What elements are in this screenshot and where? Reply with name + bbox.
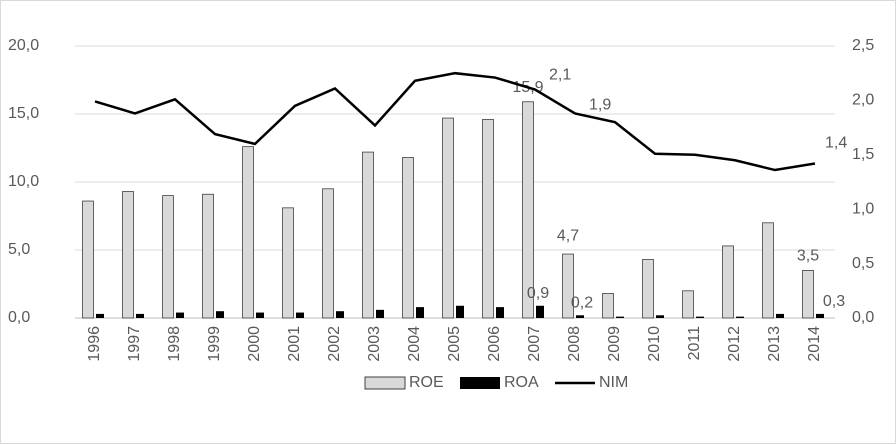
bar bbox=[362, 151, 374, 319]
x-tick-label: 2012 bbox=[726, 326, 743, 362]
x-tick-label: 2010 bbox=[646, 326, 663, 362]
y-tick-label: 0,0 bbox=[8, 309, 30, 326]
bar bbox=[136, 313, 144, 318]
x-tick-label: 2007 bbox=[526, 326, 543, 362]
x-tick-label: 2009 bbox=[606, 326, 623, 362]
legend-swatch bbox=[364, 376, 406, 390]
bar bbox=[762, 222, 774, 319]
bar bbox=[776, 313, 784, 318]
bar bbox=[162, 195, 174, 319]
x-tick-label: 1996 bbox=[86, 326, 103, 362]
x-tick-label: 2013 bbox=[766, 326, 783, 362]
x-tick-label: 1998 bbox=[166, 326, 183, 362]
bar bbox=[376, 309, 384, 318]
y2-tick-label: 1,0 bbox=[852, 200, 874, 217]
bar bbox=[416, 307, 424, 318]
y2-tick-label: 1,5 bbox=[852, 146, 874, 163]
bar bbox=[442, 117, 454, 319]
bar bbox=[562, 253, 574, 319]
x-tick-label: 2006 bbox=[486, 326, 503, 362]
bar bbox=[802, 269, 814, 319]
bar bbox=[696, 316, 704, 318]
x-tick-label: 2005 bbox=[446, 326, 463, 362]
x-tick-label: 2004 bbox=[406, 326, 423, 362]
data-label: 0,2 bbox=[571, 294, 593, 311]
y-tick-label: 5,0 bbox=[8, 241, 30, 258]
bar bbox=[456, 305, 464, 318]
y-tick-label: 20,0 bbox=[8, 37, 39, 54]
bar bbox=[282, 207, 294, 319]
legend-label: ROE bbox=[409, 374, 444, 391]
bar bbox=[736, 316, 744, 318]
bar bbox=[496, 307, 504, 318]
legend-swatch bbox=[460, 377, 500, 389]
bar bbox=[336, 311, 344, 318]
y2-tick-label: 0,5 bbox=[852, 255, 874, 272]
bar bbox=[122, 191, 134, 319]
bar bbox=[602, 293, 614, 319]
bar bbox=[722, 245, 734, 319]
y-tick-label: 15,0 bbox=[8, 105, 39, 122]
bar bbox=[242, 146, 254, 319]
legend-label: ROA bbox=[504, 374, 539, 391]
bar bbox=[322, 188, 334, 319]
bar bbox=[216, 311, 224, 318]
data-label: 0,3 bbox=[823, 293, 845, 310]
data-label: 1,4 bbox=[825, 135, 847, 152]
bar bbox=[642, 259, 654, 319]
legend-label: NIM bbox=[599, 374, 628, 391]
x-tick-label: 2003 bbox=[366, 326, 383, 362]
x-tick-label: 2002 bbox=[326, 326, 343, 362]
x-tick-label: 1997 bbox=[126, 326, 143, 362]
x-tick-label: 2001 bbox=[286, 326, 303, 362]
data-label: 2,1 bbox=[549, 67, 571, 84]
data-label: 4,7 bbox=[557, 227, 579, 244]
bar bbox=[682, 290, 694, 319]
data-label: 1,9 bbox=[589, 97, 611, 114]
bar bbox=[522, 101, 534, 319]
bar bbox=[82, 200, 94, 319]
y2-tick-label: 2,0 bbox=[852, 92, 874, 109]
bar bbox=[482, 119, 494, 319]
x-tick-label: 2008 bbox=[566, 326, 583, 362]
data-label: 3,5 bbox=[797, 248, 819, 265]
bar bbox=[536, 305, 544, 318]
bar bbox=[656, 315, 664, 318]
y-tick-label: 10,0 bbox=[8, 173, 39, 190]
data-label: 0,9 bbox=[527, 285, 549, 302]
bar bbox=[402, 157, 414, 319]
x-tick-label: 1999 bbox=[206, 326, 223, 362]
y2-tick-label: 0,0 bbox=[852, 309, 874, 326]
bar bbox=[616, 316, 624, 318]
x-tick-label: 2011 bbox=[686, 326, 703, 361]
x-tick-label: 2014 bbox=[806, 326, 823, 362]
bar bbox=[202, 193, 214, 319]
line bbox=[94, 71, 816, 172]
bar bbox=[256, 312, 264, 318]
y2-tick-label: 2,5 bbox=[852, 37, 874, 54]
bar bbox=[176, 312, 184, 318]
bar bbox=[96, 313, 104, 318]
bar bbox=[816, 313, 824, 318]
x-tick-label: 2000 bbox=[246, 326, 263, 362]
bar bbox=[296, 312, 304, 318]
bar bbox=[576, 315, 584, 318]
